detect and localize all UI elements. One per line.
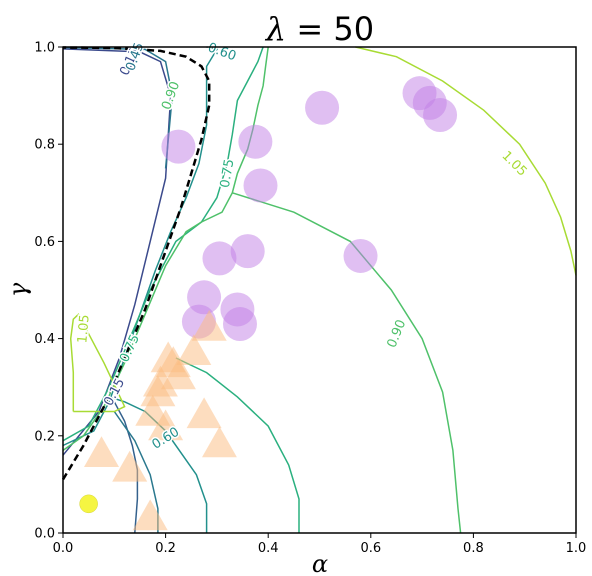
triangle-point	[176, 334, 212, 365]
plot-frame	[62, 46, 577, 534]
contour-label-0.45: 0.45	[123, 41, 147, 73]
triangle-point	[160, 358, 196, 390]
triangle-point	[202, 426, 237, 458]
contour-line-1.05	[355, 46, 577, 276]
x-axis-label: α	[312, 550, 328, 576]
contour-label-0.90: 0.90	[159, 80, 183, 112]
y-axis-ticks: 0.0 0.2 0.4 0.6 0.8 1.0	[34, 41, 63, 542]
contour-line-0.45	[62, 46, 174, 169]
y-tick-label: 0.8	[34, 138, 55, 153]
y-tick-label: 1.0	[34, 41, 55, 56]
contour-line-0.90	[62, 46, 269, 452]
triangle-point	[148, 409, 184, 441]
circle-point	[202, 241, 237, 276]
contour-line-0.75	[62, 46, 264, 442]
x-tick-label: 1.0	[566, 541, 587, 556]
circle-point	[161, 129, 196, 164]
boundary-layer	[61, 46, 211, 481]
triangle-point	[112, 450, 148, 482]
x-tick-label: 0.6	[360, 541, 381, 556]
triangle-point	[132, 499, 168, 531]
triangle-point	[140, 375, 176, 407]
markers-layer	[79, 76, 458, 531]
y-tick-label: 0.2	[34, 429, 55, 444]
chart-title: λ = 50	[264, 10, 374, 48]
title-rest: = 50	[286, 10, 374, 48]
circle-point	[423, 98, 458, 133]
contour-label-1.05: 1.05	[75, 314, 92, 344]
contour-line-0.90	[232, 192, 462, 534]
decision-boundary	[61, 46, 211, 481]
circle-point	[238, 124, 273, 159]
y-tick-label: 0.0	[34, 527, 55, 542]
y-tick-label: 0.6	[34, 235, 55, 250]
contour-label-0.15: 0.15	[101, 376, 128, 409]
contour-line-1.05	[69, 313, 126, 413]
contour-line-0.75	[175, 357, 300, 533]
y-axis-label: γ	[4, 282, 32, 297]
circle-point	[230, 234, 265, 269]
contour-label-0.75: 0.75	[117, 332, 143, 365]
triangle-point	[191, 309, 227, 341]
circle-point	[343, 238, 378, 273]
x-tick-label: 0.8	[463, 541, 484, 556]
triangle-point	[84, 436, 119, 467]
title-symbol: λ	[264, 10, 286, 48]
contour-line-0.30	[113, 401, 139, 534]
yellow-point	[79, 494, 98, 514]
contour-label-0.75: 0.75	[218, 158, 238, 189]
triangle-point	[186, 397, 222, 429]
y-tick-label: 0.4	[34, 332, 55, 347]
x-tick-label: 0.0	[53, 541, 74, 556]
x-tick-label: 0.4	[258, 541, 279, 556]
x-axis-ticks: 0.0 0.2 0.4 0.6 0.8 1.0	[53, 533, 587, 556]
contour-labels-layer: 0.150.150.45 0.600.600.750.750.900.901.05…	[74, 39, 531, 454]
x-tick-label: 0.2	[155, 541, 176, 556]
contour-line-0.15	[62, 48, 172, 456]
contour-label-0.90: 0.90	[385, 318, 410, 350]
circle-point	[305, 90, 340, 125]
circle-point	[222, 307, 257, 342]
circle-point	[243, 168, 278, 203]
